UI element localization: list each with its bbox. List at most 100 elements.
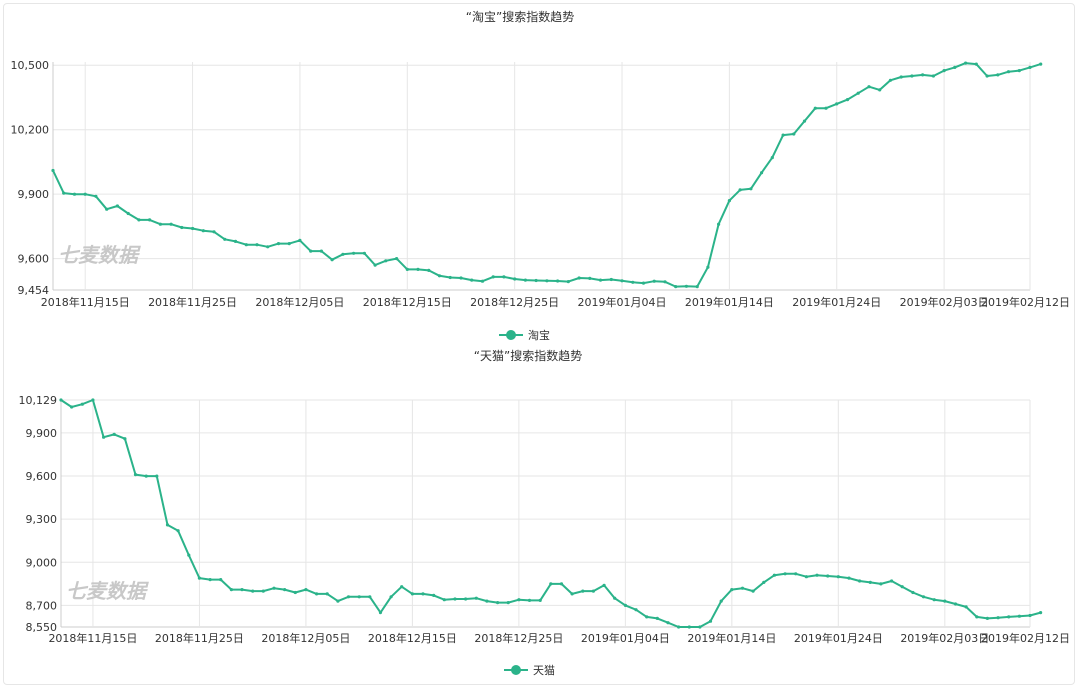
data-point[interactable] xyxy=(251,589,255,593)
data-point[interactable] xyxy=(802,119,807,123)
data-point[interactable] xyxy=(442,598,446,602)
data-point[interactable] xyxy=(180,225,184,230)
data-point[interactable] xyxy=(244,243,248,247)
data-point[interactable] xyxy=(781,133,785,137)
data-point[interactable] xyxy=(706,265,710,269)
data-point[interactable] xyxy=(319,249,323,253)
data-point[interactable] xyxy=(890,579,894,583)
data-point[interactable] xyxy=(470,278,474,282)
data-point[interactable] xyxy=(534,278,538,283)
data-point[interactable] xyxy=(80,402,84,406)
data-point[interactable] xyxy=(641,281,646,285)
data-point[interactable] xyxy=(645,615,649,619)
data-point[interactable] xyxy=(663,280,667,284)
data-point[interactable] xyxy=(83,192,87,196)
data-point[interactable] xyxy=(634,608,638,612)
data-point[interactable] xyxy=(91,398,95,402)
data-point[interactable] xyxy=(169,222,173,226)
data-point[interactable] xyxy=(538,598,542,603)
data-point[interactable] xyxy=(502,275,506,279)
data-point[interactable] xyxy=(59,398,63,402)
data-point[interactable] xyxy=(293,590,297,595)
data-point[interactable] xyxy=(176,529,180,533)
data-point[interactable] xyxy=(336,599,340,603)
data-point[interactable] xyxy=(523,278,528,282)
data-point[interactable] xyxy=(577,276,581,280)
data-point[interactable] xyxy=(545,279,549,283)
data-point[interactable] xyxy=(900,585,904,589)
data-point[interactable] xyxy=(459,276,463,280)
data-point[interactable] xyxy=(749,187,753,191)
data-point[interactable] xyxy=(772,573,777,577)
data-point[interactable] xyxy=(953,602,958,606)
data-point[interactable] xyxy=(298,238,302,242)
data-point[interactable] xyxy=(613,596,617,600)
data-point[interactable] xyxy=(410,592,414,596)
data-point[interactable] xyxy=(824,106,828,110)
data-point[interactable] xyxy=(985,74,989,78)
data-point[interactable] xyxy=(652,279,656,283)
data-point[interactable] xyxy=(932,598,936,602)
data-point[interactable] xyxy=(144,474,148,478)
data-point[interactable] xyxy=(378,611,383,615)
data-point[interactable] xyxy=(72,192,77,196)
data-point[interactable] xyxy=(559,582,564,586)
data-point[interactable] xyxy=(556,279,560,283)
data-point[interactable] xyxy=(187,553,191,557)
data-point[interactable] xyxy=(792,132,796,136)
data-point[interactable] xyxy=(453,597,457,601)
data-point[interactable] xyxy=(783,572,787,576)
data-point[interactable] xyxy=(137,218,141,222)
data-point[interactable] xyxy=(513,277,517,281)
data-point[interactable] xyxy=(740,586,745,590)
data-point[interactable] xyxy=(996,73,1000,77)
data-point[interactable] xyxy=(730,588,734,592)
data-point[interactable] xyxy=(1039,62,1043,66)
data-point[interactable] xyxy=(899,75,903,79)
data-point[interactable] xyxy=(400,585,404,589)
data-point[interactable] xyxy=(566,280,570,284)
data-point[interactable] xyxy=(255,243,259,247)
data-point[interactable] xyxy=(229,588,233,592)
data-point[interactable] xyxy=(357,595,361,599)
data-point[interactable] xyxy=(985,616,990,621)
data-point[interactable] xyxy=(677,625,681,629)
data-point[interactable] xyxy=(201,229,205,233)
data-point[interactable] xyxy=(272,586,276,590)
data-point[interactable] xyxy=(762,580,766,585)
data-point[interactable] xyxy=(836,575,840,579)
taobao-legend[interactable]: 淘宝 xyxy=(499,328,550,342)
data-point[interactable] xyxy=(1007,615,1011,619)
data-point[interactable] xyxy=(448,275,452,280)
data-point[interactable] xyxy=(464,597,468,601)
data-point[interactable] xyxy=(1017,69,1021,73)
data-point[interactable] xyxy=(974,62,978,66)
data-point[interactable] xyxy=(719,599,723,603)
data-point[interactable] xyxy=(953,65,957,69)
data-point[interactable] xyxy=(815,573,819,577)
data-point[interactable] xyxy=(708,619,713,623)
data-point[interactable] xyxy=(1017,614,1022,618)
data-point[interactable] xyxy=(581,589,585,593)
data-point[interactable] xyxy=(655,616,659,621)
data-point[interactable] xyxy=(549,582,553,586)
data-point[interactable] xyxy=(346,595,351,599)
data-point[interactable] xyxy=(70,405,74,409)
data-point[interactable] xyxy=(921,595,926,599)
data-point[interactable] xyxy=(964,605,968,609)
data-point[interactable] xyxy=(588,276,592,280)
data-point[interactable] xyxy=(219,578,223,582)
data-point[interactable] xyxy=(1039,611,1043,615)
data-point[interactable] xyxy=(362,251,366,255)
data-point[interactable] xyxy=(727,199,732,203)
data-point[interactable] xyxy=(506,601,510,605)
data-point[interactable] xyxy=(674,285,678,289)
data-point[interactable] xyxy=(123,437,127,441)
data-point[interactable] xyxy=(51,168,55,173)
data-point[interactable] xyxy=(698,625,702,629)
data-point[interactable] xyxy=(309,249,313,253)
data-point[interactable] xyxy=(695,285,699,289)
data-point[interactable] xyxy=(330,258,334,262)
data-point[interactable] xyxy=(631,280,635,284)
data-point[interactable] xyxy=(931,74,936,78)
